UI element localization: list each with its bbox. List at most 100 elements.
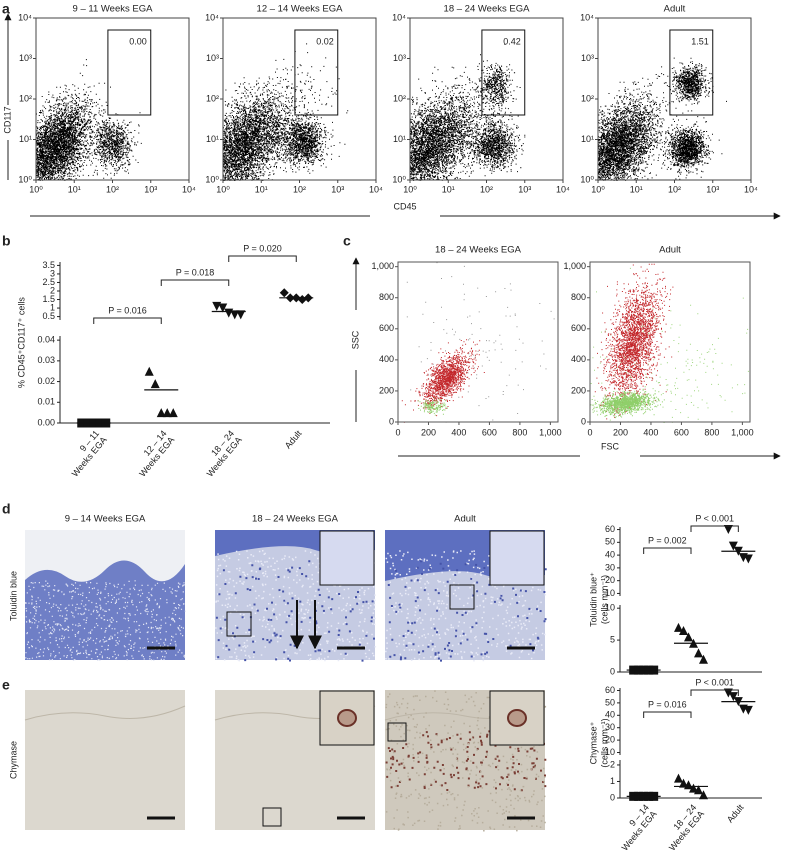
gate: [481, 29, 526, 116]
x-tick-label: 10¹: [630, 184, 643, 194]
y-tick-label: 1,000: [371, 261, 394, 271]
inset: [319, 690, 375, 746]
y-tick-label: 0.00: [37, 417, 55, 427]
x-tick-label: 10²: [106, 184, 119, 194]
y-tick-label: 10¹: [393, 134, 406, 144]
y-tick-label: 0.01: [37, 397, 55, 407]
label-bg: [2, 105, 14, 135]
event-cloud: [590, 386, 672, 419]
x-tick-label: 10²: [293, 184, 306, 194]
y-tick-label: 1,000: [563, 261, 586, 271]
y-tick-label: 10⁴: [18, 12, 32, 22]
data-point: [679, 778, 688, 788]
y-tick-label: 10¹: [581, 134, 594, 144]
gate-value: 0.02: [316, 36, 334, 46]
y-tick-label: 200: [379, 385, 394, 395]
y-tick-label: 10²: [206, 93, 219, 103]
x-tick-label: 1,000: [731, 427, 754, 437]
y-tick-label: 2.5: [42, 277, 55, 287]
gate: [107, 29, 152, 116]
y-tick-label: 3.5: [42, 260, 55, 270]
x-tick-label: 10⁴: [556, 184, 570, 194]
data-point: [679, 626, 688, 636]
y-tick-label: 10⁰: [205, 174, 219, 184]
data-point: [728, 692, 738, 702]
panel-label: a: [2, 1, 10, 17]
data-point: [150, 379, 160, 389]
y-tick-label: 10: [605, 588, 615, 598]
axis-label: CD45: [393, 201, 416, 211]
plot-title: Adult: [664, 4, 686, 15]
comparison-bracket: [690, 525, 739, 532]
gate-value: 0.42: [503, 36, 521, 46]
x-tick-label: 10³: [518, 184, 531, 194]
data-point: [674, 622, 683, 632]
data-point: [279, 288, 289, 298]
y-tick-label: 10⁴: [392, 12, 406, 22]
inset: [319, 530, 375, 586]
data-point: [230, 310, 240, 320]
gate-value: 0.00: [129, 36, 147, 46]
comparison-bracket: [690, 689, 739, 696]
data-point: [684, 632, 693, 642]
x-tick-label: 400: [643, 427, 658, 437]
y-tick-label: 20: [605, 734, 615, 744]
y-tick-label: 200: [571, 385, 586, 395]
y-tick-label: 0: [389, 416, 394, 426]
plot-title: 18 – 24 Weeks EGA: [435, 245, 522, 256]
event-cloud: [417, 397, 448, 416]
p-value: P < 0.001: [695, 513, 734, 523]
x-tick-label: 10¹: [68, 184, 81, 194]
x-tick-label: 10²: [480, 184, 493, 194]
event-cloud: [81, 111, 142, 179]
y-tick-label: 10⁰: [392, 174, 406, 184]
y-tick-label: 10⁰: [18, 174, 32, 184]
y-tick-label: 0: [581, 416, 586, 426]
y-tick-label: 0.03: [37, 355, 55, 365]
y-tick-label: 400: [571, 354, 586, 364]
y-tick-label: 3: [50, 268, 55, 278]
tissue-texture: [385, 690, 547, 832]
event-cloud: [656, 116, 723, 180]
plot-title: 18 – 24 Weeks EGA: [444, 4, 531, 15]
y-tick-label: 0: [610, 792, 615, 802]
y-tick-label: 10²: [19, 93, 32, 103]
image-title: 9 – 14 Weeks EGA: [65, 514, 146, 525]
data-point: [743, 705, 753, 715]
y-tick-label: 40: [605, 549, 615, 559]
y-tick-label: 10⁴: [580, 12, 594, 22]
y-tick-label: 10³: [581, 53, 594, 63]
tissue-texture: [387, 560, 547, 662]
inset-source: [387, 722, 407, 742]
y-tick-label: 60: [605, 524, 615, 534]
comparison-bracket: [228, 255, 297, 262]
y-tick-label: 20: [605, 575, 615, 585]
data-point: [689, 783, 698, 793]
event-cloud: [663, 57, 714, 112]
x-tick-label: 400: [451, 427, 466, 437]
y-tick-label: 0: [610, 666, 615, 676]
data-point: [218, 303, 228, 313]
event-cloud: [594, 263, 674, 420]
x-tick-label: 1,000: [539, 427, 562, 437]
y-tick-label: 2: [50, 285, 55, 295]
panel-label: e: [2, 677, 10, 693]
event-cloud: [401, 339, 485, 423]
y-tick-label: 10²: [581, 93, 594, 103]
x-tick-label: 10⁰: [216, 184, 230, 194]
x-tick-label: 800: [704, 427, 719, 437]
y-tick-label: 400: [379, 354, 394, 364]
comparison-bracket: [643, 711, 692, 718]
y-tick-label: 600: [379, 323, 394, 333]
panel-label: c: [343, 233, 351, 249]
data-point: [728, 541, 738, 551]
data-point: [236, 310, 246, 320]
y-tick-label: 0.5: [42, 311, 55, 321]
p-value: P = 0.016: [648, 699, 687, 709]
y-tick-label: 1: [610, 776, 615, 786]
event-cloud: [469, 43, 521, 125]
inset: [489, 530, 545, 586]
data-point: [162, 408, 172, 418]
event-cloud: [453, 102, 526, 177]
tissue-edge: [24, 705, 186, 721]
